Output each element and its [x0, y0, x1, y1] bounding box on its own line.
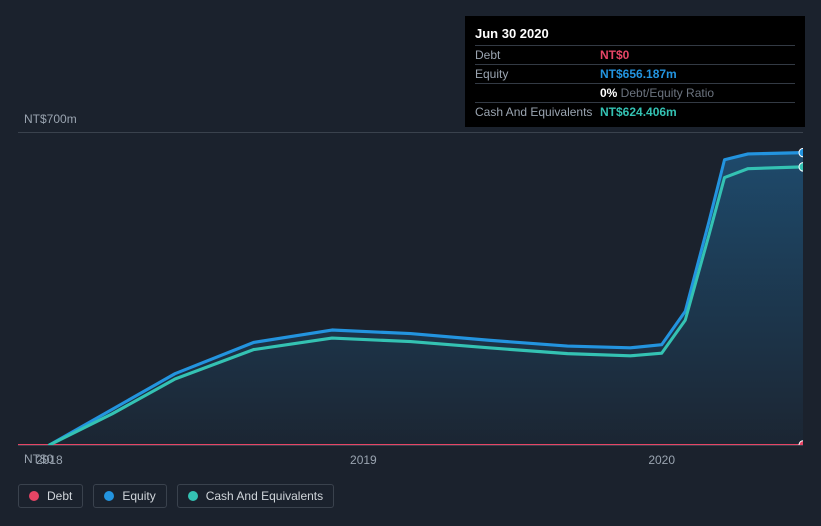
tooltip-row: EquityNT$656.187m — [475, 65, 795, 84]
tooltip-row: DebtNT$0 — [475, 46, 795, 65]
legend-dot-icon — [29, 491, 39, 501]
tooltip-row-value: NT$0 — [600, 48, 629, 62]
legend-dot-icon — [104, 491, 114, 501]
tooltip-row: 0% Debt/Equity Ratio — [475, 84, 795, 103]
tooltip-row-value: NT$656.187m — [600, 67, 677, 81]
legend-item[interactable]: Debt — [18, 484, 83, 508]
tooltip-row-value: 0% Debt/Equity Ratio — [600, 86, 714, 100]
legend-label: Equity — [122, 489, 155, 503]
legend-label: Debt — [47, 489, 72, 503]
x-axis-tick: 2019 — [350, 453, 377, 467]
legend: Debt Equity Cash And Equivalents — [18, 484, 334, 508]
legend-label: Cash And Equivalents — [206, 489, 323, 503]
tooltip-row-label: Debt — [475, 48, 600, 62]
tooltip-row-suffix: Debt/Equity Ratio — [617, 86, 714, 100]
chart-plot[interactable]: 201820192020 — [18, 132, 803, 446]
tooltip-row-label: Equity — [475, 67, 600, 81]
tooltip-date: Jun 30 2020 — [475, 22, 795, 46]
x-axis-tick: 2020 — [648, 453, 675, 467]
x-axis-tick: 2018 — [36, 453, 63, 467]
legend-item[interactable]: Equity — [93, 484, 166, 508]
legend-item[interactable]: Cash And Equivalents — [177, 484, 334, 508]
y-axis-top-label: NT$700m — [24, 112, 77, 126]
tooltip-row-value: NT$624.406m — [600, 105, 677, 119]
tooltip-row: Cash And EquivalentsNT$624.406m — [475, 103, 795, 121]
tooltip-row-label: Cash And Equivalents — [475, 105, 600, 119]
legend-dot-icon — [188, 491, 198, 501]
tooltip-panel: Jun 30 2020 DebtNT$0EquityNT$656.187m0% … — [465, 16, 805, 127]
chart-svg — [18, 133, 803, 445]
chart-area: NT$700m NT$0 201820192020 — [18, 120, 803, 458]
